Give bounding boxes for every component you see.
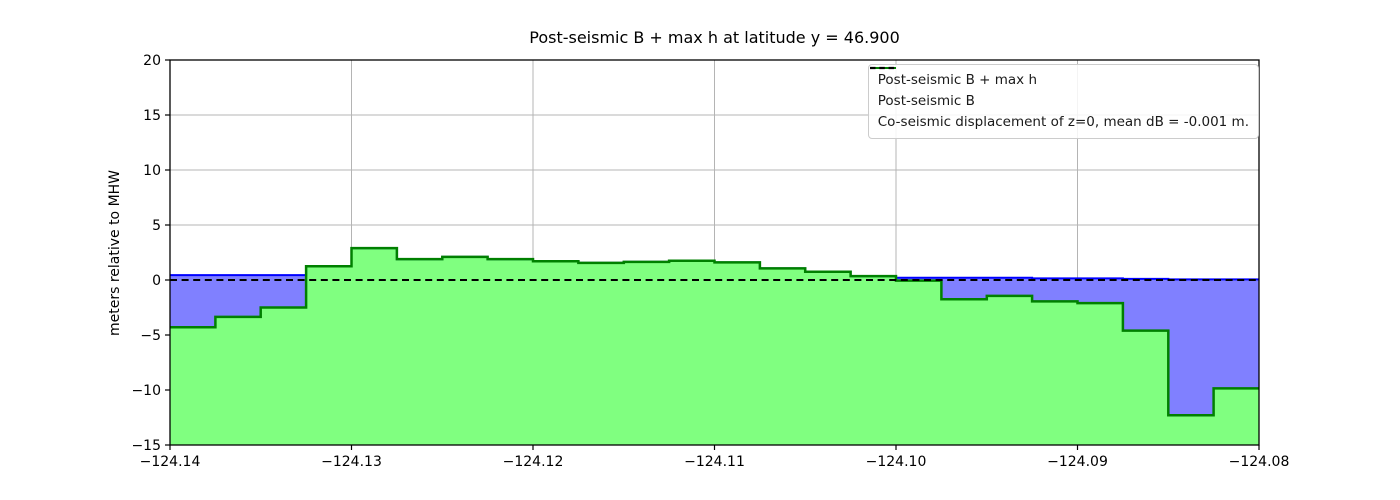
x-tick-label: −124.09 <box>1047 454 1108 470</box>
legend-label: Post-seismic B + max h <box>877 72 1038 88</box>
x-tick-label: −124.13 <box>321 454 382 470</box>
y-axis-ticks: −15 −10 −5 0 5 10 15 20 <box>131 53 170 454</box>
y-tick-label: −5 <box>140 328 161 344</box>
y-tick-label: 10 <box>143 163 161 179</box>
x-tick-label: −124.08 <box>1229 454 1290 470</box>
y-tick-label: 5 <box>152 218 161 234</box>
x-tick-label: −124.14 <box>140 454 201 470</box>
y-axis-label: meters relative to MHW <box>107 169 123 337</box>
y-tick-label: 0 <box>152 273 161 289</box>
chart-title: Post-seismic B + max h at latitude y = 4… <box>529 28 900 47</box>
bathymetry-fill <box>170 248 1259 445</box>
y-tick-label: −15 <box>131 438 161 454</box>
water-column-fill <box>170 248 1259 416</box>
y-tick-label: 20 <box>143 53 161 69</box>
series-line-b <box>170 246 1259 417</box>
y-tick-label: −10 <box>131 383 161 399</box>
legend: Post-seismic B + max h Post-seismic B Co… <box>867 64 1259 139</box>
legend-item-co-seismic-displacement: Co-seismic displacement of z=0, mean dB … <box>869 66 1249 131</box>
legend-dashed-line-icon <box>869 66 896 70</box>
x-tick-label: −124.12 <box>503 454 564 470</box>
y-tick-label: 15 <box>143 108 161 124</box>
x-tick-label: −124.11 <box>684 454 745 470</box>
x-axis-ticks: −124.14 −124.13 −124.12 −124.11 −124.10 −124.… <box>140 445 1290 470</box>
legend-item-post-seismic-b: Post-seismic B <box>869 67 1249 110</box>
legend-item-post-seismic-b-max-h: Post-seismic B + max h <box>869 67 1249 89</box>
x-tick-label: −124.10 <box>866 454 927 470</box>
legend-label: Post-seismic B <box>877 93 975 109</box>
legend-label: Co-seismic displacement of z=0, mean dB … <box>877 114 1249 130</box>
